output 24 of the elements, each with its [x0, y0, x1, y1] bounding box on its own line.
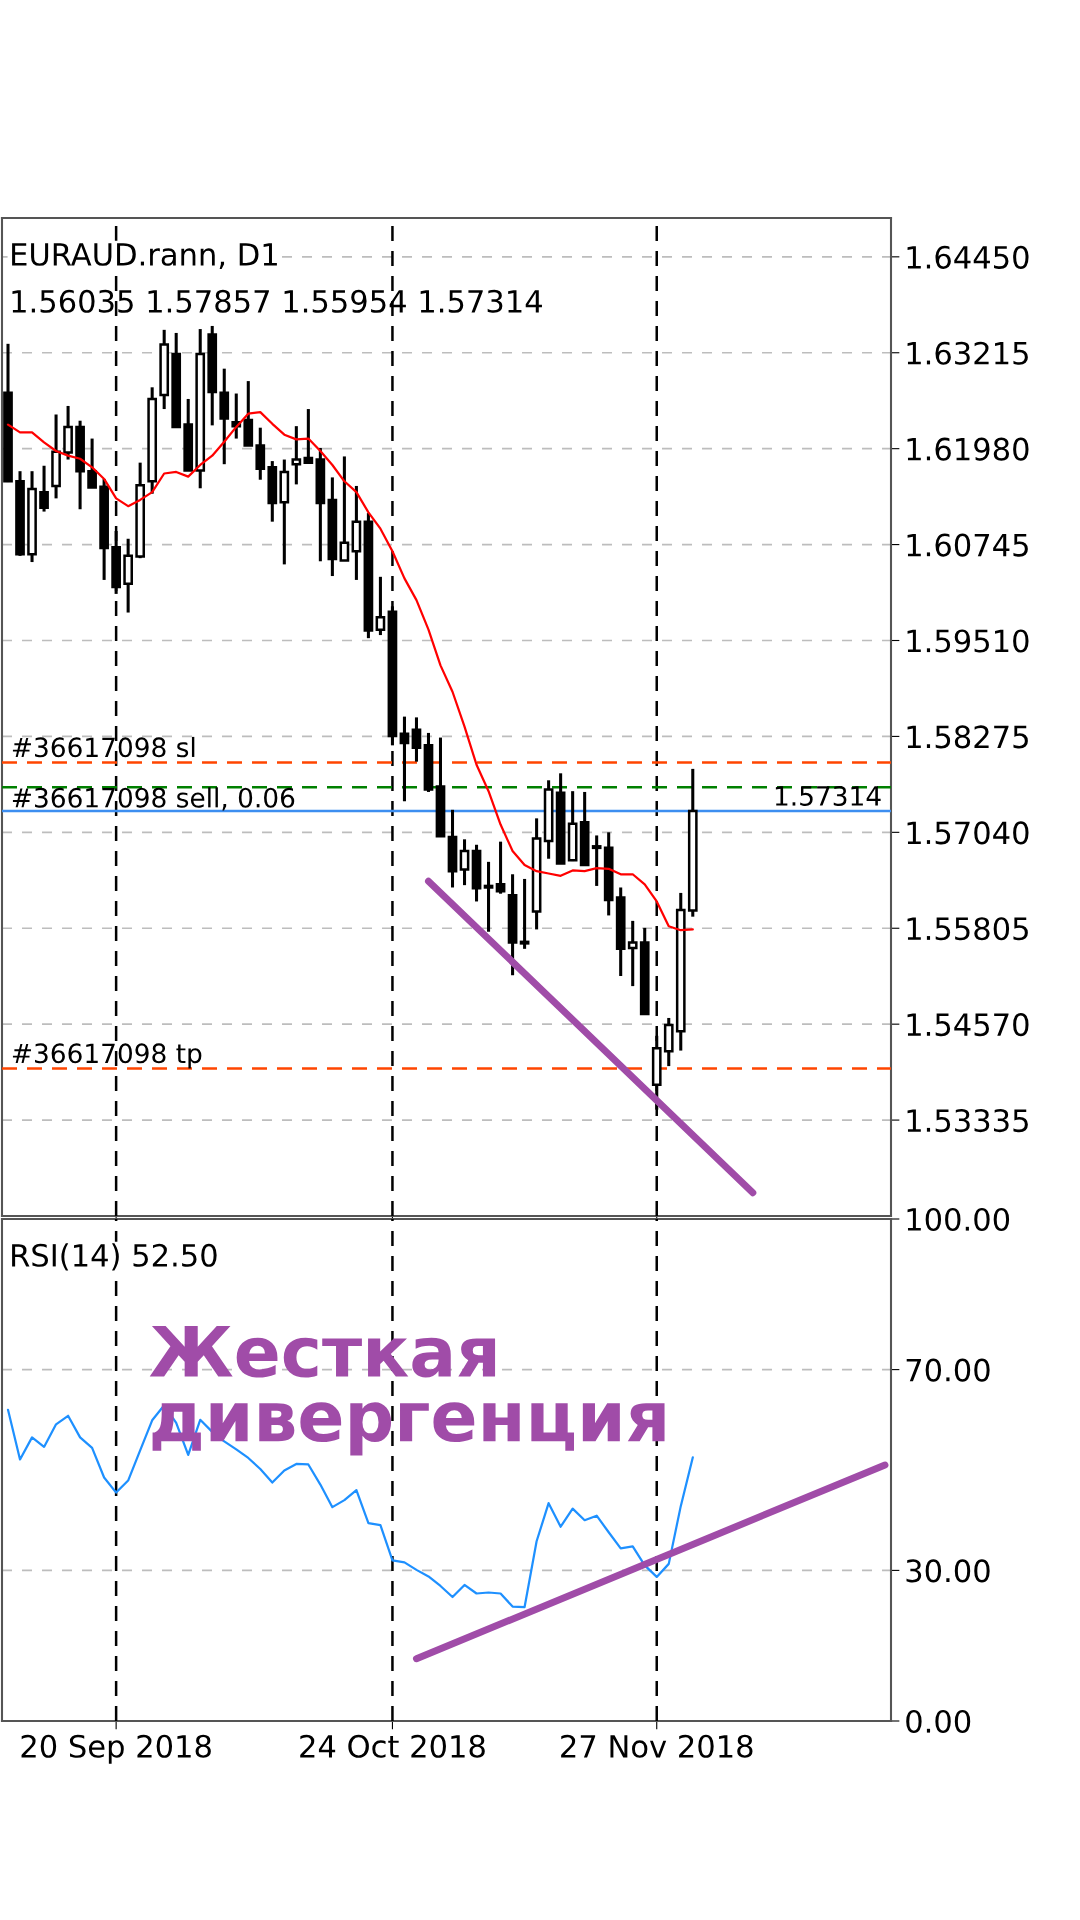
ref-line-label: 1.57314: [775, 785, 881, 806]
y-tick-label: 1.55805: [907, 917, 1028, 941]
text: 1.56035 1.57857 1.55954 1.57314: [12, 289, 542, 313]
y-tick-label: 1.57040: [907, 821, 1029, 845]
y-tick-label: 1.60745: [907, 533, 1028, 557]
text: RSI(14) 52.50: [12, 1243, 217, 1271]
y-tick-label: 1.58275: [907, 725, 1028, 749]
ref-line-label: #36617098 tp: [12, 1043, 202, 1069]
x-tick-label: 24 Oct 2018: [300, 1734, 485, 1758]
y-tick-label: 100.00: [907, 1207, 1010, 1232]
y-tick-label: 1.64450: [907, 245, 1029, 269]
y-tick-label: 1.61980: [907, 437, 1029, 461]
y-tick-label: 30.00: [906, 1559, 990, 1583]
y-tick-label: 1.53335: [907, 1109, 1028, 1133]
y-tick-label: 1.63215: [907, 341, 1028, 365]
ref-line-label: #36617098 sell, 0.06: [12, 787, 295, 811]
y-tick-label: 1.54570: [907, 1013, 1029, 1037]
text: EURAUD.rann, D1: [12, 243, 277, 269]
x-tick-label: 20 Sep 2018: [21, 1734, 211, 1764]
y-tick-label: 1.59510: [907, 629, 1029, 653]
y-tick-label: 0.00: [906, 1709, 971, 1734]
ref-line-label: #36617098 sl: [12, 736, 195, 758]
x-tick-label: 27 Nov 2018: [561, 1734, 753, 1758]
y-tick-label: 70.00: [906, 1358, 990, 1382]
